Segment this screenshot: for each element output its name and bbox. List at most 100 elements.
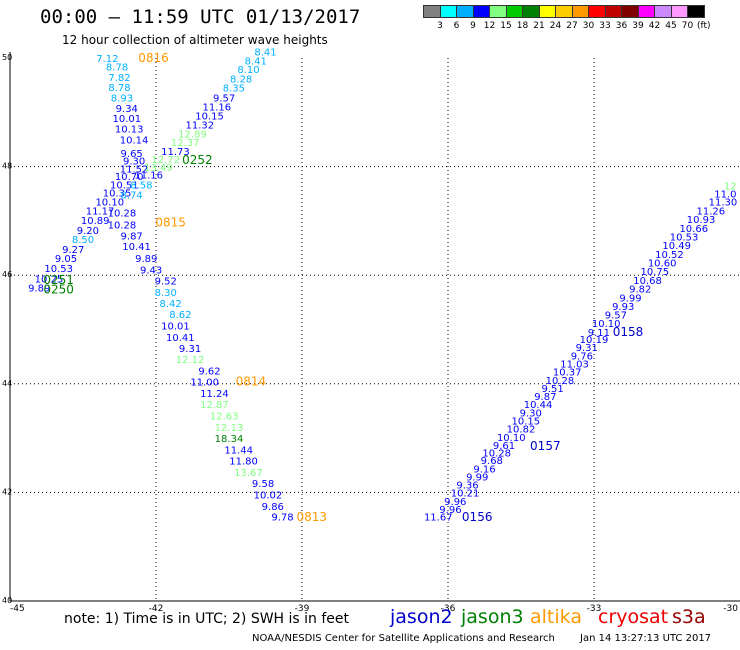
colorbar-label: 3 [437, 21, 443, 31]
legend-jason2: jason2 [390, 606, 453, 628]
wave-height-value: 9.68 [481, 456, 503, 467]
pass-number-label: 0250 [43, 283, 74, 297]
wave-height-value: 12 [724, 181, 737, 192]
footnote: note: 1) Time is in UTC; 2) SWH is in fe… [64, 611, 350, 627]
timestamp-text: Jan 14 13:27:13 UTC 2017 [580, 633, 712, 644]
wave-height-value: 10.53 [44, 264, 73, 275]
wave-height-value: 9.57 [605, 311, 627, 322]
wave-height-value: 10.28 [482, 449, 511, 460]
latitude-tick-label: 40 [2, 596, 12, 605]
wave-height-value: 11.67 [424, 513, 453, 524]
colorbar-label: 12 [483, 21, 496, 31]
wave-height-value: 10.01 [112, 114, 141, 125]
wave-height-value: 10.13 [115, 124, 144, 135]
wave-height-value: 10.49 [662, 241, 691, 252]
wave-height-value: 9.30 [123, 156, 145, 167]
wave-height-value: 10.14 [120, 135, 149, 146]
wave-height-value: 11.16 [134, 171, 163, 182]
legend-jason3: jason3 [461, 606, 524, 628]
wave-height-value: 10.15 [512, 417, 541, 428]
pass-number-label: 0251 [43, 273, 74, 287]
wave-height-value: 8.58 [130, 180, 152, 191]
colorbar-label: 36 [615, 21, 628, 31]
colorbar-label: 6 [453, 21, 460, 31]
wave-height-value: 9.76 [571, 351, 593, 362]
wave-height-value: 8.93 [111, 93, 133, 104]
wave-height-value: 9.82 [629, 285, 651, 296]
colorbar-labels: 3 6 9 12 15 18 21 24 27 30 33 36 39 42 45 70 (ft) [423, 21, 740, 33]
wave-height-value: 10.82 [507, 425, 536, 436]
wave-height-value: 9.99 [466, 472, 488, 483]
colorbar-swatch [687, 5, 705, 18]
wave-height-value: 10.89 [81, 216, 110, 227]
longitude-tick-label: -42 [149, 604, 164, 614]
wave-height-value: 10.25 [35, 274, 64, 285]
longitude-tick-label: -39 [295, 604, 310, 614]
wave-height-value: 9.27 [62, 245, 84, 256]
wave-height-value: 9.51 [542, 384, 564, 395]
wave-height-value: 11.16 [203, 103, 232, 114]
wave-height-value: 9.58 [252, 479, 274, 490]
wave-height-value: 9.89 [135, 254, 157, 265]
wave-height-value: 11.0 [714, 190, 736, 201]
wave-height-value: 10.66 [679, 224, 708, 235]
wave-height-value: 7.82 [108, 73, 130, 84]
colorbar-label: 21 [533, 21, 545, 31]
colorbar-label: 27 [566, 21, 578, 31]
wave-height-value: 10.21 [451, 489, 480, 500]
wave-height-value: 10.01 [161, 322, 190, 333]
wave-height-value: 11.30 [709, 198, 738, 209]
legend-cryosat: cryosat [598, 606, 669, 628]
latitude-tick-label: 50 [2, 53, 12, 62]
page-title: 00:00 – 11:59 UTC 01/13/2017 [40, 6, 361, 28]
pass-number-label: 0816 [138, 51, 169, 65]
wave-height-value: 10.60 [648, 259, 677, 270]
wave-height-value: 11.44 [224, 445, 253, 456]
longitude-tick-label: -33 [587, 604, 602, 614]
wave-height-value: 9.89 [28, 283, 50, 294]
wave-height-value: 11.32 [185, 121, 214, 132]
wave-height-value: 10.44 [524, 400, 553, 411]
wave-height-value: 10.28 [108, 209, 137, 220]
wave-height-value: 9.31 [179, 344, 201, 355]
wave-height-value: 8.78 [106, 62, 128, 73]
colorbar-label: 70 [681, 21, 694, 31]
wave-height-value: 10.15 [195, 111, 224, 122]
wave-height-value: 11.00 [190, 377, 219, 388]
longitude-tick-label: -36 [441, 604, 456, 614]
longitude-tick-label: -45 [10, 604, 25, 614]
wave-height-value: 11.17 [86, 206, 115, 217]
colorbar-label: 30 [582, 21, 595, 31]
wave-height-value: 11.24 [200, 389, 229, 400]
pass-number-label: 0252 [182, 153, 213, 167]
wave-height-value: 10.70 [115, 172, 144, 183]
wave-height-value: 9.20 [77, 226, 99, 237]
colorbar-label: 15 [500, 21, 512, 31]
wave-height-value: 10.02 [254, 490, 283, 501]
wave-height-value: 10.53 [670, 232, 699, 243]
wave-height-value: 10.51 [110, 180, 139, 191]
latitude-tick-label: 44 [2, 379, 12, 388]
colorbar [423, 5, 705, 18]
pass-number-label: 0814 [236, 374, 267, 388]
wave-height-value: 9.43 [140, 266, 162, 277]
wave-height-value: 11.52 [120, 165, 149, 176]
wave-height-value: 12.12 [176, 355, 205, 366]
wave-height-value: 9.62 [198, 367, 220, 378]
wave-height-value: 8.42 [159, 299, 181, 310]
wave-height-value: 8.41 [245, 57, 267, 68]
pass-number-label: 0157 [530, 439, 561, 453]
wave-height-value: 7.12 [96, 54, 118, 65]
credit-text: NOAA/NESDIS Center for Satellite Applica… [252, 633, 555, 644]
latitude-tick-label: 42 [2, 487, 12, 496]
wave-height-value: 10.93 [687, 215, 716, 226]
wave-height-value: 11.26 [696, 206, 725, 217]
wave-height-value: 9.87 [121, 231, 143, 242]
colorbar-label: 33 [599, 21, 611, 31]
wave-height-value: 12.63 [210, 412, 239, 423]
wave-height-value: 13.49 [144, 163, 173, 174]
wave-height-value: 8.35 [223, 84, 245, 95]
wave-height-value: 10.68 [633, 276, 662, 287]
longitude-tick-label: -30 [723, 604, 738, 614]
